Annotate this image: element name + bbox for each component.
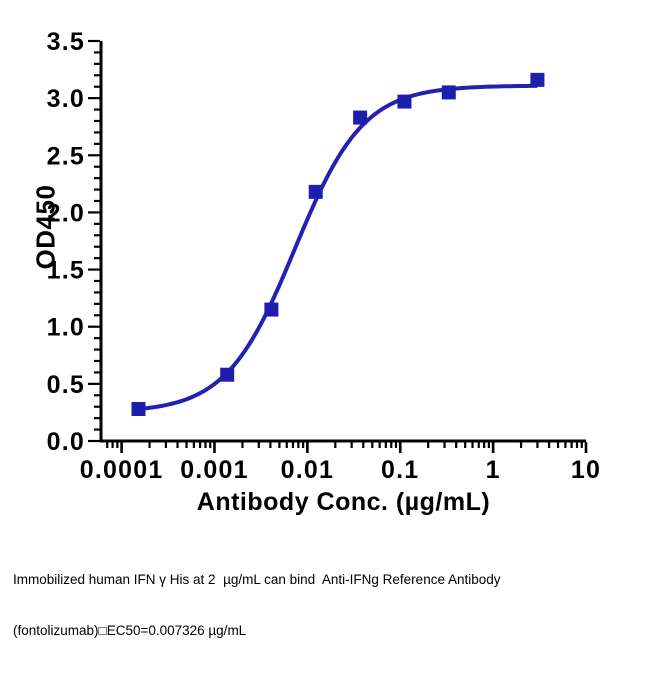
caption-line-1: Immobilized human IFN γ His at 2 µg/mL c… [13,572,501,587]
svg-text:2.0: 2.0 [47,199,85,227]
svg-text:1.5: 1.5 [47,257,85,285]
x-axis-title: Antibody Conc. (µg/mL) [196,488,491,516]
data-point-marker [308,184,323,199]
svg-text:0.001: 0.001 [180,456,249,484]
figure-caption: Immobilized human IFN γ His at 2 µg/mL c… [13,537,501,673]
svg-text:3.0: 3.0 [47,85,85,113]
data-point-marker [441,85,456,100]
svg-text:0.1: 0.1 [381,456,419,484]
axis-spines [99,41,586,443]
svg-text:1: 1 [486,456,501,484]
svg-text:0.0: 0.0 [47,428,85,456]
data-point-marker [397,94,412,109]
svg-text:0.01: 0.01 [281,456,334,484]
y-axis-title: OD450 [30,184,61,270]
data-point-marker [530,72,545,87]
svg-text:0.0001: 0.0001 [80,456,164,484]
caption-line-2: (fontolizumab)□EC50=0.007326 µg/mL [13,623,247,638]
svg-text:3.5: 3.5 [47,28,85,56]
svg-text:10: 10 [571,456,601,484]
data-point-marker [131,402,146,416]
fit-curve [138,83,538,412]
y-axis-ticks: 0.0 0.5 1.0 1.5 2.0 2.5 3.0 3.5 [47,28,100,456]
svg-text:1.0: 1.0 [47,314,85,342]
data-points [131,72,545,416]
x-axis-minor-ticks [106,442,583,448]
data-point-marker [353,110,368,125]
data-point-marker [220,367,235,382]
data-point-marker [264,302,279,317]
x-axis-ticks: 0.0001 0.001 0.01 0.1 1 10 [80,442,601,484]
figure: 0.0001 0.001 0.01 0.1 1 10 0.0 0.5 1.0 1.5 2.0 2.5 3… [13,28,601,638]
svg-text:0.5: 0.5 [47,371,85,399]
svg-text:2.5: 2.5 [47,142,85,170]
binding-curve-plot: 0.0001 0.001 0.01 0.1 1 10 0.0 0.5 1.0 1.5 2.0 2.5 3… [47,28,601,484]
